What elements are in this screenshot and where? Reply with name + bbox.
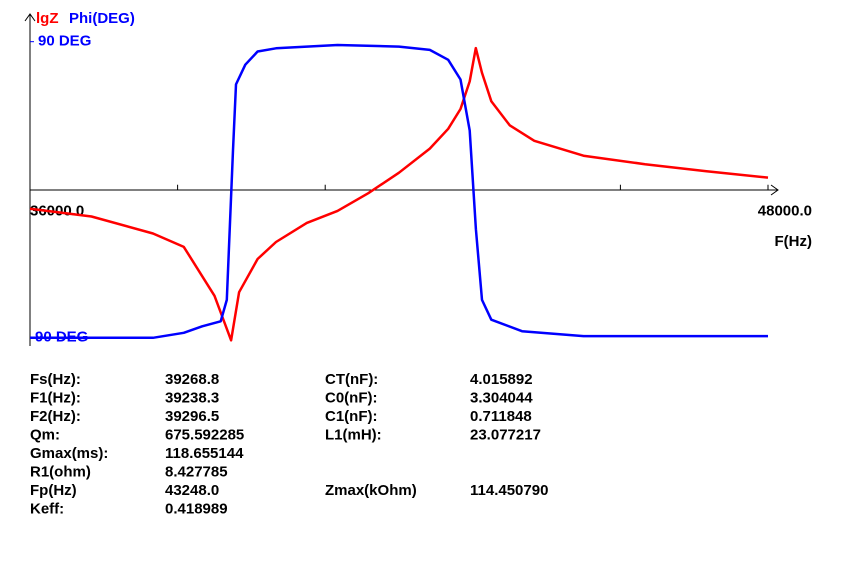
curve [30,43,768,340]
param-value: 0.418989 [165,500,228,517]
param-value: 8.427785 [165,463,228,480]
param-label: R1(ohm) [30,463,91,480]
param-value: 23.077217 [470,426,541,443]
param-value: 0.711848 [470,408,532,425]
legend-lgz: lgZ [36,10,59,27]
param-label: C1(nF): [325,408,378,425]
param-value: 43248.0 [165,482,219,499]
param-value: 3.304044 [470,389,533,406]
param-label: F2(Hz): [30,408,81,425]
param-label: Fs(Hz): [30,371,81,388]
param-label: C0(nF): [325,389,378,406]
x-axis-arrow [770,184,779,196]
param-label: F1(Hz): [30,389,81,406]
param-value: 39268.8 [165,371,219,388]
curve [29,46,769,342]
param-label: Zmax(kOhm) [325,482,417,499]
param-label: CT(nF): [325,371,378,388]
x-tick-label: 48000.0 [758,203,812,220]
param-label: Fp(Hz) [30,482,77,499]
param-value: 39296.5 [165,408,219,425]
param-value: 4.015892 [470,371,533,388]
param-label: Qm: [30,426,60,443]
param-label: L1(mH): [325,426,382,443]
param-value: 118.655144 [165,445,244,462]
param-label: Gmax(ms): [30,445,108,462]
x-axis-label: F(Hz) [775,233,813,250]
param-value: 675.592285 [165,426,244,443]
param-value: 114.450790 [470,482,548,499]
y-tick-label: 90 DEG [38,33,91,50]
y-axis-arrow [24,13,36,22]
legend-phi: Phi(DEG) [69,10,135,27]
param-label: Keff: [30,500,64,517]
param-value: 39238.3 [165,389,219,406]
